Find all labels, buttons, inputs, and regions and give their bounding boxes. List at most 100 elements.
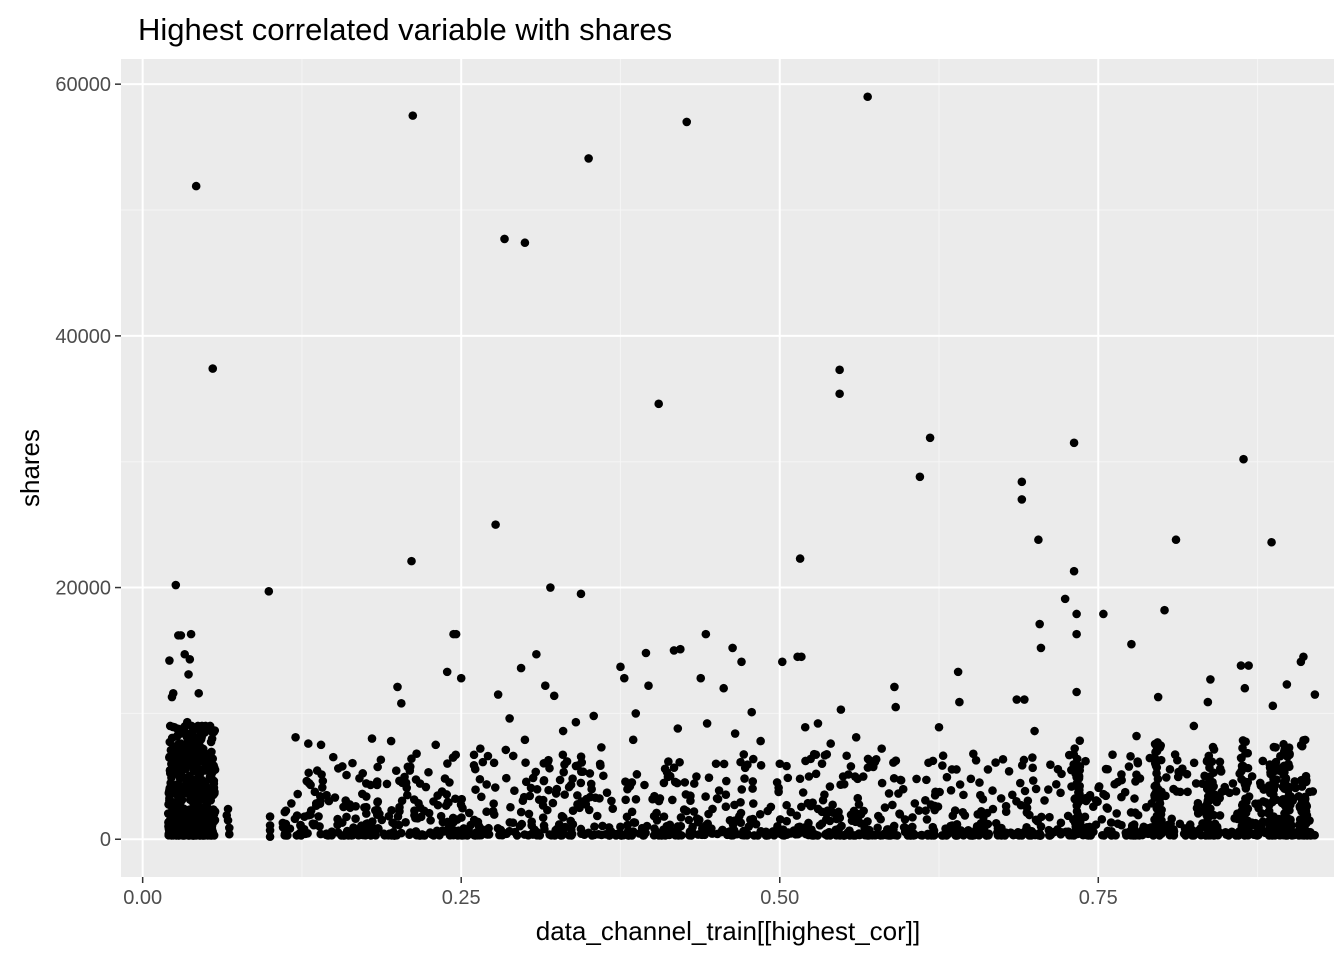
data-point [863,754,873,764]
data-point [1131,777,1140,786]
data-point [1243,748,1253,758]
data-point [333,764,343,773]
data-point [173,724,183,734]
data-point [1239,454,1248,464]
data-point [387,806,396,815]
data-point [652,808,661,818]
data-point [489,810,499,819]
data-point [520,238,530,248]
data-point [1110,779,1119,789]
data-point [608,804,618,813]
data-point [415,831,424,840]
data-point [1230,814,1239,823]
data-point [917,830,927,840]
data-point [549,691,559,701]
y-tick-label: 60000 [55,74,111,96]
data-point [293,789,303,799]
data-point [1101,791,1111,801]
data-point [429,797,438,806]
data-point [185,790,194,799]
data-point [1020,786,1030,796]
data-point [718,825,727,835]
data-point [330,793,340,802]
data-point [1257,809,1266,818]
data-point [1205,763,1214,772]
data-point [589,711,599,721]
data-point [466,820,476,830]
data-point [545,763,554,773]
data-point [748,784,757,793]
data-point [558,813,568,822]
y-tick-label: 40000 [55,326,111,348]
data-point [818,795,828,805]
data-point [1008,790,1017,800]
data-point [846,810,856,820]
data-point [730,729,740,738]
data-point [676,813,686,822]
data-point [584,805,594,815]
data-point [889,821,899,831]
data-point [1265,821,1275,830]
data-point [668,795,677,805]
data-point [938,761,947,770]
data-point [372,777,382,786]
data-point [1282,806,1292,816]
data-point [1036,822,1046,831]
data-point [1017,477,1027,487]
data-point [351,814,360,823]
data-point [1153,803,1162,812]
data-point [373,805,382,815]
data-point [490,783,500,792]
data-point [870,831,880,840]
data-point [739,750,749,759]
data-point [377,815,387,825]
data-point [318,776,328,786]
data-point [1264,806,1274,816]
data-point [1130,827,1140,837]
data-point [576,589,586,599]
data-point [1299,652,1308,662]
data-point [1267,537,1276,547]
data-point [380,830,389,840]
data-point [281,806,291,815]
data-point [1127,821,1137,831]
data-point [934,722,944,732]
data-point [1251,799,1260,808]
data-point [501,773,511,783]
data-point [774,787,783,797]
data-point [1204,757,1213,766]
data-point [342,812,351,822]
data-point [179,804,188,814]
data-point [1285,820,1294,829]
data-point [842,751,851,761]
data-point [471,785,480,794]
data-point [573,761,582,770]
data-point [355,774,364,783]
data-point [1121,831,1131,840]
data-point [382,779,392,789]
data-point [681,790,691,799]
data-point [684,815,694,825]
data-point [654,831,664,840]
data-point [823,806,832,815]
data-point [1281,774,1291,783]
data-point [442,667,452,677]
data-point [737,657,746,667]
data-point [877,778,887,788]
data-point [978,794,988,804]
data-point [880,803,890,812]
data-point [1069,438,1079,448]
data-point [960,811,970,820]
data-point [1206,675,1215,684]
data-point [358,830,368,840]
plot-panel [121,59,1334,877]
data-point [628,735,638,745]
data-point [1117,775,1126,785]
data-point [1243,763,1253,773]
data-point [682,117,692,127]
data-point [1072,609,1081,619]
data-point [673,822,683,831]
data-point [185,771,194,781]
data-point [1020,695,1029,704]
data-point [538,801,548,810]
